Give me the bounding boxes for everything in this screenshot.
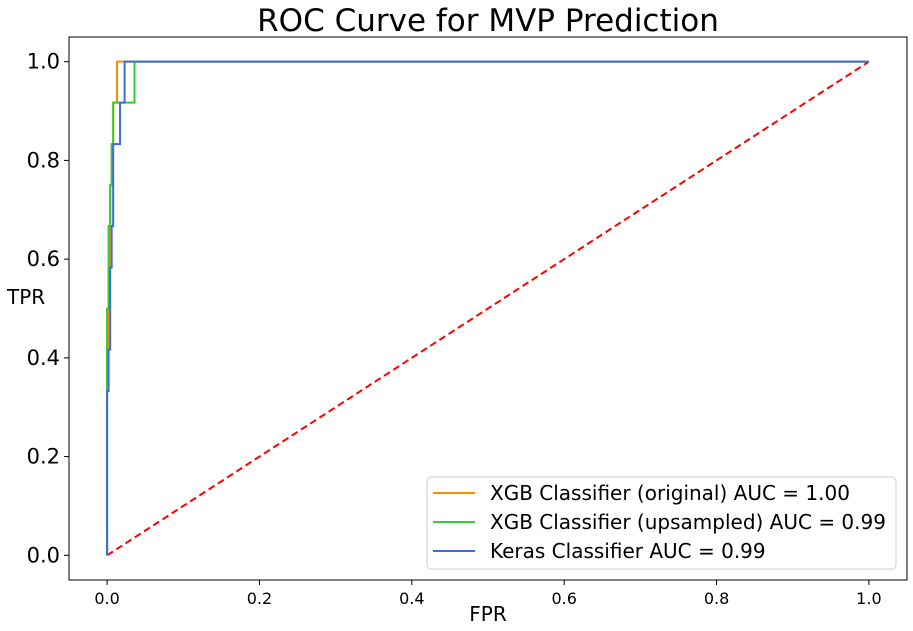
x-tick-label: 1.0 xyxy=(856,589,881,608)
y-tick-label: 0.8 xyxy=(27,148,60,172)
x-tick-label: 0.6 xyxy=(551,589,576,608)
x-tick-label: 0.8 xyxy=(704,589,729,608)
plot-area xyxy=(106,60,870,557)
x-tick-label: 0.2 xyxy=(247,589,272,608)
axes-frame xyxy=(68,36,908,581)
x-axis-ticks: 0.0 0.2 0.4 0.6 0.8 1.0 xyxy=(94,580,882,608)
y-axis-label: TPR xyxy=(6,285,45,309)
roc-series-line-3 xyxy=(106,60,869,556)
legend: XGB Classifier (original) AUC = 1.00 XGB … xyxy=(426,476,897,570)
x-axis-label: FPR xyxy=(469,602,507,626)
y-tick-label: 0.4 xyxy=(27,346,60,370)
reference-diagonal-line xyxy=(106,60,870,557)
y-tick-label: 0.0 xyxy=(27,543,60,567)
legend-label: Keras Classifier AUC = 0.99 xyxy=(490,539,766,563)
y-tick-label: 0.6 xyxy=(27,247,60,271)
y-axis-ticks: 0.0 0.2 0.4 0.6 0.8 1.0 xyxy=(27,50,69,567)
legend-label: XGB Classifier (upsampled) AUC = 0.99 xyxy=(490,510,886,534)
y-tick-label: 0.2 xyxy=(27,445,60,469)
legend-label: XGB Classifier (original) AUC = 1.00 xyxy=(490,481,850,505)
x-tick-label: 0.4 xyxy=(399,589,424,608)
roc-series-line-2 xyxy=(106,60,869,556)
chart-title: ROC Curve for MVP Prediction xyxy=(257,3,719,39)
legend-box xyxy=(426,476,897,570)
y-tick-label: 1.0 xyxy=(27,50,60,74)
x-tick-label: 0.0 xyxy=(94,589,119,608)
